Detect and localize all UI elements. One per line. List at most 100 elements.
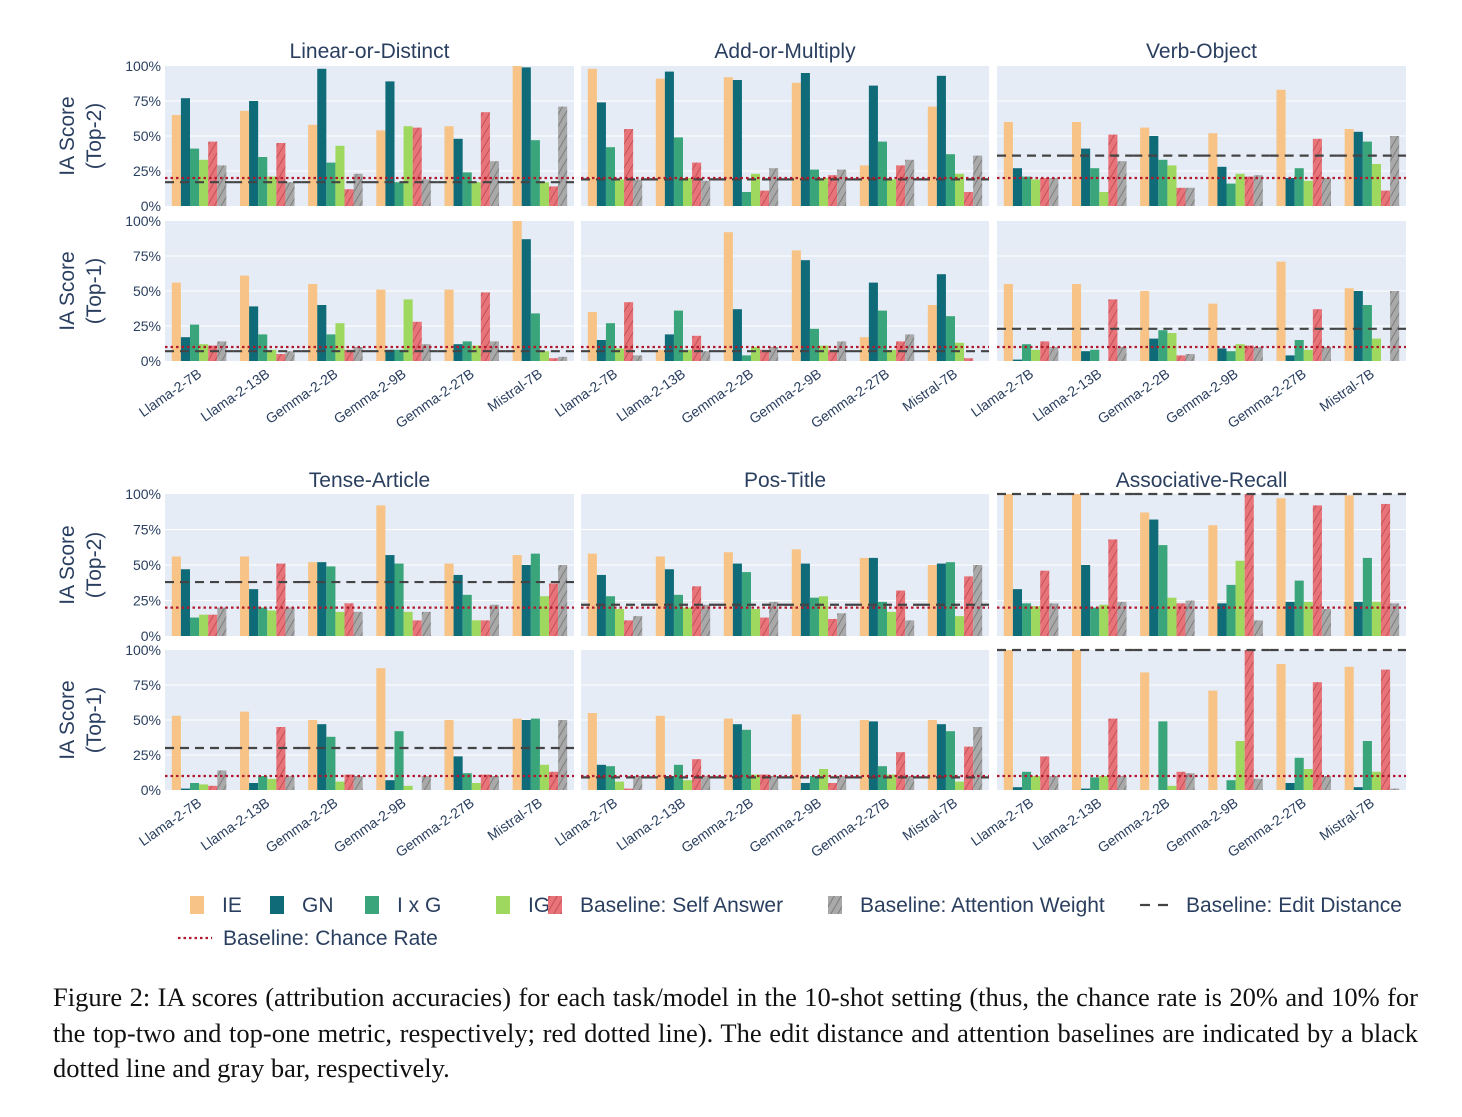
bar-SelfAnswer (412, 620, 422, 636)
bar-AttentionWeight (633, 179, 643, 206)
bar-IG (335, 323, 345, 361)
bar-AttentionWeight (973, 565, 983, 636)
bar-GN (664, 776, 674, 790)
bar-IG (199, 784, 209, 790)
panel-title: Add-or-Multiply (714, 40, 856, 63)
bar-IE (723, 552, 733, 636)
bar-SelfAnswer (276, 143, 286, 206)
bar-IxG (326, 566, 336, 636)
bar-IxG (605, 766, 615, 790)
bar-GN (1149, 136, 1159, 206)
y-axis-label-top1: IA Score (Top-1) (56, 251, 106, 330)
bar-GN (936, 563, 946, 636)
bar-IE (587, 553, 597, 636)
bar-SelfAnswer (896, 165, 906, 206)
bar-IxG (258, 607, 268, 636)
bar-GN (385, 349, 395, 361)
bar-AttentionWeight (837, 613, 847, 636)
bar-SelfAnswer (828, 349, 838, 361)
bar-IG (615, 348, 625, 361)
bar-IG (403, 299, 413, 361)
bar-IxG (394, 563, 404, 636)
bar-AttentionWeight (701, 604, 711, 636)
bar-IG (471, 783, 481, 790)
bar-SelfAnswer (344, 603, 354, 636)
x-tick-label: Mistral-7B (1316, 365, 1377, 414)
bar-IE (171, 282, 181, 361)
bar-SelfAnswer (1381, 669, 1391, 790)
bar-IE (512, 555, 522, 636)
x-tick-label: Llama-2-13B (613, 365, 688, 424)
bar-IxG (1226, 183, 1236, 206)
bar-IxG (1362, 741, 1372, 790)
bar-IE (1003, 494, 1013, 636)
bar-IG (615, 781, 625, 790)
bar-IG (1303, 769, 1313, 790)
bar-IG (403, 611, 413, 636)
bar-GN (453, 756, 463, 790)
x-tick-label: Mistral-7B (484, 794, 545, 843)
panel-Tense-Article-top2 (165, 494, 574, 636)
bar-AttentionWeight (701, 776, 711, 790)
bar-SelfAnswer (964, 192, 974, 206)
bar-IE (723, 718, 733, 790)
bar-IG (471, 182, 481, 206)
bar-IG (267, 176, 277, 206)
bar-GN (521, 565, 531, 636)
bar-GN (180, 788, 190, 790)
bar-IxG (326, 736, 336, 790)
bar-AttentionWeight (837, 776, 847, 790)
bar-IG (335, 611, 345, 636)
bar-IxG (1021, 603, 1032, 636)
bar-IxG (1294, 757, 1304, 790)
bar-SelfAnswer (1381, 503, 1391, 636)
bar-GN (1353, 291, 1363, 361)
bar-SelfAnswer (276, 563, 286, 636)
bar-GN (732, 309, 742, 361)
bar-GN (1353, 601, 1363, 636)
bar-IxG (877, 141, 887, 206)
y-tick-label: 0% (141, 628, 161, 644)
bar-SelfAnswer (964, 746, 974, 790)
bar-SelfAnswer (760, 774, 770, 790)
bar-AttentionWeight (285, 776, 295, 790)
bar-IxG (673, 137, 683, 206)
bar-IE (1071, 122, 1082, 206)
bar-AttentionWeight (217, 165, 227, 206)
bar-IE (859, 337, 869, 361)
bar-GN (800, 73, 810, 206)
legend-label: IE (222, 894, 242, 917)
bar-SelfAnswer (624, 129, 634, 206)
bar-IE (1276, 261, 1286, 361)
bar-IG (1371, 164, 1382, 206)
x-tick-label: Llama-2-13B (1030, 365, 1105, 424)
y-tick-label: 75% (133, 522, 161, 538)
bar-SelfAnswer (276, 354, 286, 361)
bar-AttentionWeight (421, 344, 431, 361)
bar-SelfAnswer (1176, 355, 1186, 361)
bar-IxG (462, 172, 472, 206)
y-tick-label: 25% (133, 318, 161, 334)
bar-GN (1149, 519, 1159, 636)
bar-GN (1081, 788, 1091, 790)
bar-AttentionWeight (1117, 161, 1127, 206)
bar-IE (655, 556, 665, 636)
legend-swatch (548, 896, 562, 914)
bar-IG (751, 774, 761, 790)
bar-IxG (945, 731, 955, 790)
bar-IE (791, 250, 801, 361)
bar-SelfAnswer (1108, 718, 1118, 790)
bar-GN (385, 81, 395, 206)
bar-IE (308, 720, 318, 790)
bar-GN (800, 783, 810, 790)
bar-AttentionWeight (1049, 603, 1059, 636)
y-tick-label: 75% (133, 248, 161, 264)
bar-GN (317, 68, 327, 206)
bar-GN (385, 555, 395, 636)
bar-IG (1031, 776, 1041, 790)
bar-SelfAnswer (1040, 178, 1050, 206)
bar-IE (655, 349, 665, 361)
bar-IxG (673, 764, 683, 790)
bar-IE (376, 505, 386, 636)
bar-AttentionWeight (633, 776, 643, 790)
